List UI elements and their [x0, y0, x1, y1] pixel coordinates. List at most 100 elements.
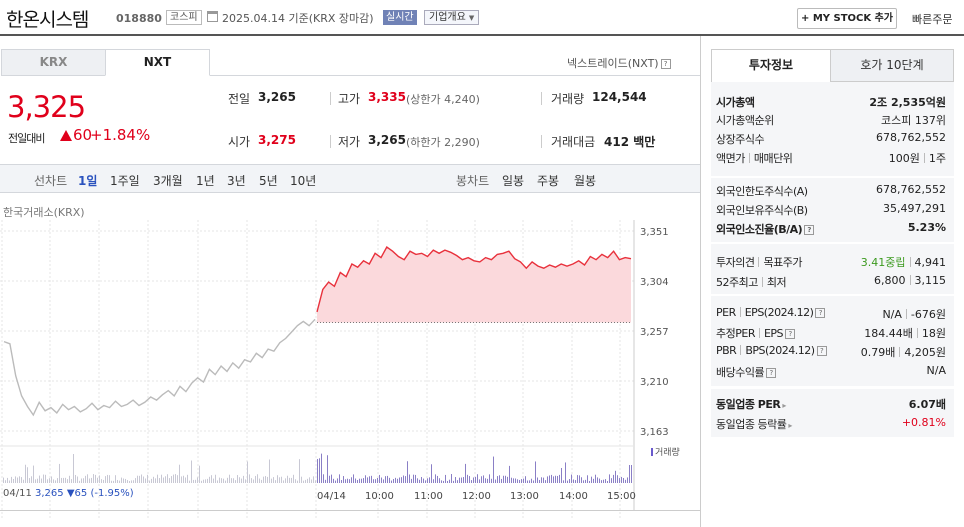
volume-bar — [261, 479, 262, 483]
volume-bar — [461, 477, 462, 483]
candle-chart-label[interactable]: 봉차트 — [456, 174, 490, 188]
period-5y[interactable]: 5년 — [259, 174, 278, 188]
volume-bar — [515, 478, 516, 483]
volume-bar — [325, 479, 326, 483]
tab-investment-info[interactable]: 투자정보 — [711, 49, 831, 82]
volume-bar — [275, 480, 276, 483]
volume-bar — [133, 480, 134, 483]
volume-value: 124,544 — [592, 90, 647, 104]
volume-bar — [241, 478, 242, 483]
volume-bar — [437, 475, 438, 483]
y-tick-label: 3,163 — [640, 427, 669, 438]
quick-order-link[interactable]: 빠른주문 — [912, 13, 953, 26]
volume-bar — [427, 478, 428, 483]
volume-bar — [617, 475, 618, 483]
volume-bar — [163, 477, 164, 483]
volume-bar — [123, 478, 124, 483]
volume-bar — [541, 477, 542, 483]
volume-bar — [405, 476, 406, 483]
volume-bar — [267, 476, 268, 483]
candle-monthly[interactable]: 월봉 — [574, 174, 597, 188]
high-label: 고가 — [338, 92, 361, 106]
volume-bar — [531, 478, 532, 483]
line-chart-label[interactable]: 선차트 — [34, 174, 68, 188]
period-1d[interactable]: 1일 — [78, 174, 98, 188]
amount-value: 412 백만 — [604, 135, 656, 149]
low-label: 저가 — [338, 135, 361, 149]
period-10y[interactable]: 10년 — [290, 174, 317, 188]
x-tick-label: 04/14 — [317, 491, 346, 502]
candle-weekly[interactable]: 주봉 — [537, 174, 560, 188]
volume-bar — [89, 478, 90, 483]
help-icon[interactable]: ? — [785, 329, 796, 339]
volume-bar — [363, 478, 364, 483]
panel-divider — [700, 36, 701, 527]
opinion-value: 3.41중립 — [860, 256, 906, 269]
div-label: 배당수익률 — [716, 366, 765, 379]
volume-bar — [63, 477, 64, 483]
company-overview-dropdown[interactable]: 기업개요 ▼ — [424, 10, 480, 25]
volume-bar — [247, 461, 248, 483]
period-1y[interactable]: 1년 — [196, 174, 215, 188]
volume-bar — [117, 479, 118, 483]
realtime-badge[interactable]: 실시간 — [383, 10, 417, 25]
volume-bar — [609, 474, 610, 483]
volume-bar — [11, 476, 12, 483]
volume-bar — [333, 478, 334, 483]
volume-bar — [249, 474, 250, 483]
add-mystock-button[interactable]: + MY STOCK 추가 — [797, 8, 897, 29]
volume-bar — [575, 480, 576, 483]
volume-bar — [87, 474, 88, 483]
date-text: 2025.04.14 기준(KRX 장마감) — [222, 12, 374, 25]
volume-bar — [339, 474, 340, 483]
volume-bar — [559, 474, 560, 483]
volume-bar — [193, 479, 194, 483]
market-cap-rank-row: 시가총액순위 코스피 137위 — [716, 112, 946, 128]
volume-bar — [547, 476, 548, 483]
price-chart[interactable]: 3,351 3,304 3,257 3,210 3,163 거래량 04/14 10:00 11… — [0, 220, 700, 520]
per-label: PER — [716, 306, 736, 319]
help-icon[interactable]: ? — [815, 308, 826, 318]
period-3m[interactable]: 3개월 — [153, 174, 183, 188]
volume-bar — [67, 479, 68, 483]
volume-bar — [127, 480, 128, 483]
volume-bar — [573, 479, 574, 483]
par-row: 액면가 매매단위 100원 1주 — [716, 150, 946, 166]
tab-order-book[interactable]: 호가 10단계 — [830, 49, 954, 82]
x-tick-label: 15:00 — [607, 491, 636, 502]
sector-per-row[interactable]: 동일업종 PER ▸ 6.07배 — [716, 396, 946, 412]
volume-bar — [619, 478, 620, 483]
help-icon[interactable]: ? — [804, 225, 815, 235]
help-icon[interactable]: ? — [766, 368, 777, 378]
volume-bar — [295, 479, 296, 483]
wk52-high-value: 6,800 — [874, 274, 906, 287]
help-icon[interactable]: ? — [816, 346, 827, 356]
low-value: 3,265 — [368, 133, 406, 147]
period-3y[interactable]: 3년 — [227, 174, 246, 188]
volume-bar — [613, 474, 614, 483]
company-name[interactable]: 한온시스템 — [6, 9, 89, 31]
candle-daily[interactable]: 일봉 — [502, 174, 525, 188]
volume-bar — [167, 474, 168, 483]
calendar-icon — [207, 11, 218, 22]
volume-bar — [509, 465, 510, 483]
volume-bar — [35, 479, 36, 483]
volume-bar — [397, 478, 398, 483]
volume-bar — [171, 476, 172, 483]
volume-bar — [319, 458, 320, 483]
chevron-right-icon: ▸ — [782, 401, 786, 410]
foreign-limit-label: 외국인한도주식수(A) — [716, 185, 808, 198]
volume-bar — [327, 455, 328, 483]
tab-underline — [210, 75, 700, 76]
tab-nxt[interactable]: NXT — [105, 49, 210, 76]
volume-bar — [175, 474, 176, 483]
volume-bar — [457, 480, 458, 483]
volume-bar — [411, 478, 412, 483]
tab-krx[interactable]: KRX — [1, 49, 106, 76]
help-icon[interactable]: ? — [660, 59, 671, 69]
series-line-today — [316, 245, 632, 313]
market-cap-row: 시가총액 2조 2,535억원 — [716, 94, 946, 110]
period-1w[interactable]: 1주일 — [110, 174, 140, 188]
foreign-rate-row: 외국인소진율(B/A)? 5.23% — [716, 221, 946, 237]
sector-rate-row[interactable]: 동일업종 등락률 ▸ +0.81% — [716, 416, 946, 432]
